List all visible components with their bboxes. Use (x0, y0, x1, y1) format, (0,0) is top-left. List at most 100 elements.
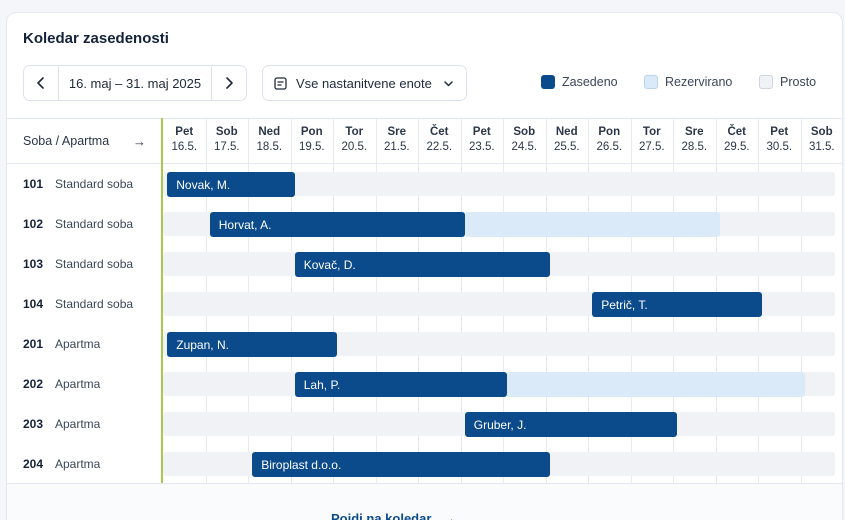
room-row-202[interactable]: 202 Apartma (7, 364, 161, 404)
previous-period-button[interactable] (24, 66, 58, 100)
room-column-header-label: Soba / Apartma (23, 134, 110, 148)
booking-bar[interactable]: Kovač, D. (294, 252, 550, 277)
room-number: 101 (23, 177, 44, 191)
day-date: 21.5. (383, 141, 410, 153)
guest-name: Novak, M. (176, 177, 231, 192)
legend-free: Prosto (759, 75, 816, 89)
day-header-8: Sob 24.5. (503, 119, 546, 163)
booking-bar[interactable]: Novak, M. (167, 172, 295, 197)
day-header-12: Sre 28.5. (673, 119, 716, 163)
day-name: Ned (258, 126, 281, 138)
room-row-104[interactable]: 104 Standard soba (7, 284, 161, 324)
day-name: Čet (727, 126, 747, 138)
legend-reserved-swatch (644, 75, 658, 89)
date-range-picker: 16. maj – 31. maj 2025 (23, 65, 247, 101)
room-type: Standard soba (55, 297, 134, 311)
room-row-101[interactable]: 101 Standard soba (7, 164, 161, 204)
day-header-14: Pet 30.5. (758, 119, 801, 163)
day-header-2: Ned 18.5. (248, 119, 291, 163)
room-row-201[interactable]: 201 Apartma (7, 324, 161, 364)
booking-bar[interactable]: Horvat, A. (209, 212, 465, 237)
chevron-left-icon (37, 77, 44, 89)
day-header-11: Tor 27.5. (631, 119, 674, 163)
room-number: 102 (23, 217, 44, 231)
day-name: Pon (598, 126, 621, 138)
day-header-0: Pet 16.5. (163, 119, 206, 163)
occupancy-calendar-card: Koledar zasedenosti 16. maj – 31. maj 20… (6, 12, 843, 520)
guest-name: Gruber, J. (473, 417, 527, 432)
page-title: Koledar zasedenosti (23, 30, 169, 47)
day-date: 24.5. (511, 141, 538, 153)
legend-occupied-swatch (541, 75, 555, 89)
day-name: Ned (555, 126, 578, 138)
day-name: Sre (387, 126, 407, 138)
next-period-button[interactable] (212, 66, 246, 100)
reservation-bar[interactable] (507, 372, 805, 397)
room-row-204[interactable]: 204 Apartma (7, 444, 161, 484)
day-header-9: Ned 25.5. (546, 119, 589, 163)
day-date: 26.5. (596, 141, 623, 153)
booking-bar[interactable]: Lah, P. (294, 372, 508, 397)
day-header-7: Pet 23.5. (461, 119, 504, 163)
divider (58, 66, 59, 100)
room-number: 204 (23, 457, 44, 471)
day-header-6: Čet 22.5. (418, 119, 461, 163)
arrow-right-icon: → (133, 134, 146, 149)
room-row-203[interactable]: 203 Apartma (7, 404, 161, 444)
room-number: 103 (23, 257, 44, 271)
guest-name: Zupan, N. (176, 337, 229, 352)
go-to-calendar-link[interactable]: Pojdi na koledar → (331, 511, 456, 520)
day-name: Sob (215, 126, 238, 138)
day-date: 29.5. (723, 141, 750, 153)
room-type: Standard soba (55, 177, 134, 191)
day-name: Pet (770, 126, 789, 138)
room-number: 203 (23, 417, 44, 431)
day-date: 28.5. (681, 141, 708, 153)
legend-occupied: Zasedeno (541, 75, 618, 89)
booking-bar[interactable]: Petrič, T. (592, 292, 763, 317)
reservation-bar[interactable] (464, 212, 720, 237)
guest-name: Petrič, T. (601, 297, 648, 312)
card-footer: Pojdi na koledar → (7, 483, 842, 520)
legend-free-label: Prosto (780, 75, 817, 89)
day-date: 17.5. (213, 141, 240, 153)
booking-bar[interactable]: Gruber, J. (464, 412, 678, 437)
units-filter-label: Vse nastanitvene enote (296, 75, 432, 91)
day-date: 31.5. (808, 141, 835, 153)
chevron-right-icon (226, 77, 233, 89)
day-header-5: Sre 21.5. (376, 119, 419, 163)
legend-occupied-label: Zasedeno (562, 75, 618, 89)
guest-name: Kovač, D. (303, 257, 356, 272)
day-date: 19.5. (298, 141, 325, 153)
arrow-right-icon: → (443, 511, 457, 520)
room-row-103[interactable]: 103 Standard soba (7, 244, 161, 284)
day-date: 25.5. (553, 141, 580, 153)
day-date: 18.5. (256, 141, 283, 153)
room-type: Apartma (55, 417, 101, 431)
day-name: Sob (810, 126, 833, 138)
room-number: 202 (23, 377, 44, 391)
today-line (161, 118, 163, 484)
day-header-4: Tor 20.5. (333, 119, 376, 163)
date-range-label[interactable]: 16. maj – 31. maj 2025 (68, 75, 202, 91)
guest-name: Biroplast d.o.o. (261, 457, 342, 472)
room-row-102[interactable]: 102 Standard soba (7, 204, 161, 244)
day-date: 20.5. (341, 141, 368, 153)
booking-bar[interactable]: Biroplast d.o.o. (252, 452, 550, 477)
room-column-header[interactable]: Soba / Apartma → (7, 119, 161, 163)
booking-bar[interactable]: Zupan, N. (167, 332, 338, 357)
room-type: Apartma (55, 457, 101, 471)
day-header-1: Sob 17.5. (206, 119, 249, 163)
day-date: 30.5. (766, 141, 793, 153)
go-to-calendar-label: Pojdi na koledar (331, 511, 432, 520)
day-header-15: Sob 31.5. (801, 119, 843, 163)
day-name: Pet (472, 126, 491, 138)
day-date: 16.5. (171, 141, 198, 153)
units-filter-dropdown[interactable]: Vse nastanitvene enote (262, 65, 467, 101)
guest-name: Horvat, A. (218, 217, 272, 232)
divider (211, 66, 212, 100)
legend-reserved: Rezervirano (644, 75, 732, 89)
guest-name: Lah, P. (303, 377, 341, 392)
room-type: Standard soba (55, 257, 134, 271)
day-header-13: Čet 29.5. (716, 119, 759, 163)
